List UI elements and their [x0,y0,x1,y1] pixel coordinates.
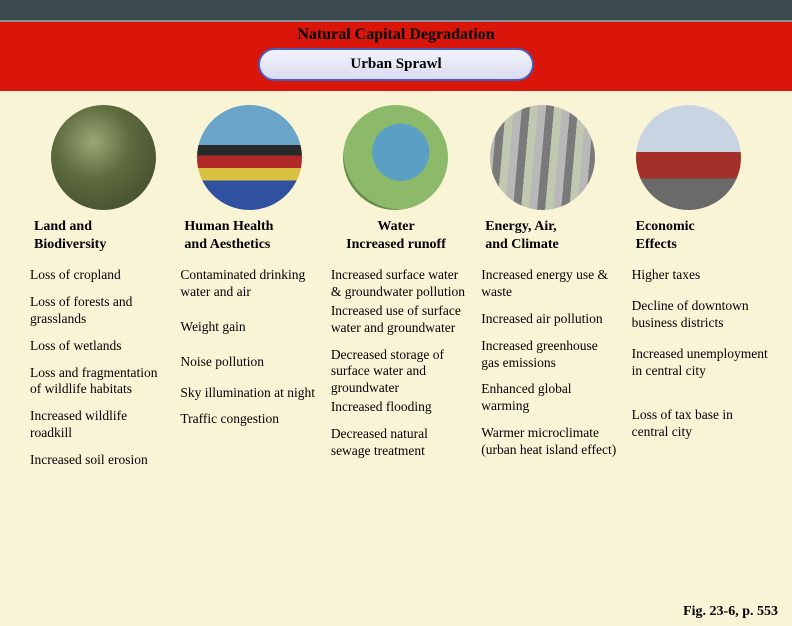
col1-list: Loss of cropland Loss of forests and gra… [20,267,170,479]
col2-h2: and Aesthetics [184,237,270,252]
list-item: Sky illumination at night [180,385,316,402]
col2-heading: Human Health and Aesthetics [174,218,316,253]
list-item: Decreased natural sewage treatment [331,426,467,460]
subtitle-bar: Urban Sprawl [0,48,792,91]
list-item: Increased air pollution [481,311,617,328]
col3-h1: Water [377,219,414,234]
list-item: Loss of forests and grasslands [30,294,166,328]
list-item: Increased use of surface water and groun… [331,303,467,337]
col1-h1: Land and [34,219,92,234]
list-item: Traffic congestion [180,411,316,428]
column-headers: Land and Biodiversity Human Health and A… [20,218,772,253]
list-item: Increased unemployment in central city [632,346,768,380]
col5-list: Higher taxes Decline of downtown busines… [622,267,772,479]
list-item: Decline of downtown business districts [632,298,768,332]
col3-list: Increased surface water & groundwater po… [321,267,471,479]
title-bar: Natural Capital Degradation [0,22,792,48]
list-item: Increased flooding [331,399,467,416]
water-image [343,105,448,210]
list-item: Weight gain [180,319,316,336]
economic-effects-image [636,105,741,210]
list-item: Increased surface water & groundwater po… [331,267,467,301]
list-item: Contaminated drinking water and air [180,267,316,301]
figure-reference: Fig. 23-6, p. 553 [683,604,778,620]
subtitle-pill: Urban Sprawl [258,48,533,81]
col3-h2: Increased runoff [346,237,446,252]
human-health-image [197,105,302,210]
col4-h1: Energy, Air, [485,219,556,234]
main-title: Natural Capital Degradation [0,26,792,48]
content-area: Land and Biodiversity Human Health and A… [0,91,792,626]
land-biodiversity-image [51,105,156,210]
list-item: Enhanced global warming [481,381,617,415]
col5-h1: Economic [636,219,695,234]
col4-heading: Energy, Air, and Climate [475,218,617,253]
col4-list: Increased energy use & waste Increased a… [471,267,621,479]
list-item: Loss of cropland [30,267,166,284]
list-item: Increased greenhouse gas emissions [481,338,617,372]
list-item: Higher taxes [632,267,768,284]
list-item: Increased soil erosion [30,452,166,469]
col5-h2: Effects [636,237,677,252]
list-item: Loss and fragmentation of wildlife habit… [30,365,166,399]
col1-h2: Biodiversity [34,237,106,252]
list-item: Loss of wetlands [30,338,166,355]
col3-heading: Water Increased runoff [325,218,467,253]
col4-h2: and Climate [485,237,559,252]
list-item: Warmer microclimate (urban heat island e… [481,425,617,459]
list-item: Noise pollution [180,354,316,371]
col1-heading: Land and Biodiversity [24,218,166,253]
list-item: Increased wildlife roadkill [30,408,166,442]
col5-heading: Economic Effects [626,218,768,253]
col2-list: Contaminated drinking water and air Weig… [170,267,320,479]
lists-row: Loss of cropland Loss of forests and gra… [20,267,772,479]
images-row [30,105,762,210]
list-item: Loss of tax base in central city [632,407,768,441]
list-item: Increased energy use & waste [481,267,617,301]
list-item: Decreased storage of surface water and g… [331,347,467,398]
top-bar [0,0,792,22]
col2-h1: Human Health [184,219,273,234]
energy-air-image [490,105,595,210]
